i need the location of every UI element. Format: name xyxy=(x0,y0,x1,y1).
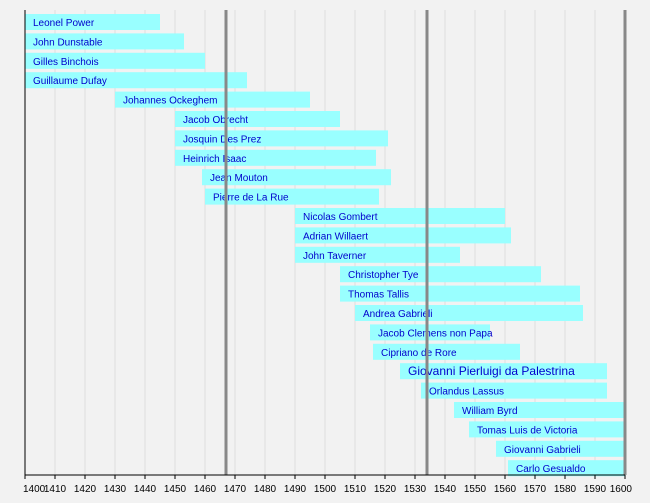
bar-carlo-gesualdo xyxy=(508,460,625,477)
bar-josquin-des-prez xyxy=(175,130,388,147)
bar-john-dunstable xyxy=(25,33,184,50)
bar-nicolas-gombert xyxy=(295,208,505,224)
bar-christopher-tye xyxy=(340,266,541,283)
bar-label-heinrich-isaac: Heinrich Isaac xyxy=(183,154,246,165)
x-tick-label-1430: 1430 xyxy=(104,484,127,495)
bar-adrian-willaert xyxy=(295,227,511,244)
bar-label-giovanni-pierluigi-da-palestrina: Giovanni Pierluigi da Palestrina xyxy=(408,364,575,378)
x-tick-label-1570: 1570 xyxy=(524,484,547,495)
x-tick-label-1590: 1590 xyxy=(584,484,607,495)
x-tick-label-1600: 1600 xyxy=(610,484,633,495)
x-tick-label-1490: 1490 xyxy=(284,484,307,495)
x-tick-label-1500: 1500 xyxy=(314,484,337,495)
bar-giovanni-gabrieli xyxy=(496,440,625,457)
x-tick-label-1450: 1450 xyxy=(164,484,187,495)
bar-label-carlo-gesualdo: Carlo Gesualdo xyxy=(516,464,586,475)
bar-johannes-ockeghem xyxy=(115,91,310,108)
x-tick-label-1440: 1440 xyxy=(134,484,157,495)
bar-label-thomas-tallis: Thomas Tallis xyxy=(348,290,409,301)
bar-label-christopher-tye: Christopher Tye xyxy=(348,270,419,281)
bar-label-jean-mouton: Jean Mouton xyxy=(210,173,268,184)
x-tick-label-1460: 1460 xyxy=(194,484,217,495)
bar-label-john-taverner: John Taverner xyxy=(303,251,367,262)
x-tick-label-1420: 1420 xyxy=(74,484,97,495)
x-tick-label-1580: 1580 xyxy=(554,484,577,495)
bar-label-nicolas-gombert: Nicolas Gombert xyxy=(303,212,378,223)
x-tick-label-1560: 1560 xyxy=(494,484,517,495)
bar-john-taverner xyxy=(295,246,460,263)
bar-leonel-power xyxy=(25,14,160,30)
bar-giovanni-pierluigi-da-palestrina xyxy=(400,363,607,380)
bar-label-jacob-obrecht: Jacob Obrecht xyxy=(183,115,248,126)
bar-pierre-de-la-rue xyxy=(205,188,379,205)
era-markers xyxy=(224,10,627,475)
bar-tomas-luis-de-victoria xyxy=(469,421,625,438)
bar-label-adrian-willaert: Adrian Willaert xyxy=(303,231,368,242)
bar-jacob-obrecht xyxy=(175,111,340,127)
bar-label-josquin-des-prez: Josquin Des Prez xyxy=(183,134,261,145)
bar-label-giovanni-gabrieli: Giovanni Gabrieli xyxy=(504,445,581,456)
bar-label-gilles-binchois: Gilles Binchois xyxy=(33,57,99,68)
bar-andrea-gabrieli xyxy=(355,305,583,321)
x-tick-label-1540: 1540 xyxy=(434,484,457,495)
bar-william-byrd xyxy=(454,402,625,418)
bar-thomas-tallis xyxy=(340,285,580,302)
x-tick-label-1470: 1470 xyxy=(224,484,247,495)
bar-jean-mouton xyxy=(202,169,391,186)
bar-label-guillaume-dufay: Guillaume Dufay xyxy=(33,76,107,87)
x-tick-label-1520: 1520 xyxy=(374,484,397,495)
x-tick-label-1400: 1400 xyxy=(23,484,46,495)
bar-jacob-clemens-non-papa xyxy=(370,324,490,341)
bar-label-leonel-power: Leonel Power xyxy=(33,18,95,29)
bar-label-pierre-de-la-rue: Pierre de La Rue xyxy=(213,193,289,204)
bar-label-johannes-ockeghem: Johannes Ockeghem xyxy=(123,96,218,107)
x-tick-label-1410: 1410 xyxy=(44,484,67,495)
bar-gilles-binchois xyxy=(25,52,205,69)
bar-label-andrea-gabrieli: Andrea Gabrieli xyxy=(363,309,432,320)
bar-label-john-dunstable: John Dunstable xyxy=(33,37,103,48)
bar-label-cipriano-de-rore: Cipriano de Rore xyxy=(381,348,457,359)
x-tick-label-1510: 1510 xyxy=(344,484,367,495)
bar-label-tomas-luis-de-victoria: Tomas Luis de Victoria xyxy=(477,425,578,436)
bar-guillaume-dufay xyxy=(25,72,247,89)
bars: Leonel Power John Dunstable Gilles Binchoi… xyxy=(25,14,625,477)
bar-orlandus-lassus xyxy=(421,382,607,399)
bar-label-jacob-clemens-non-papa: Jacob Clemens non Papa xyxy=(378,328,493,339)
bar-cipriano-de-rore xyxy=(373,343,520,360)
bar-label-orlandus-lassus: Orlandus Lassus xyxy=(429,387,504,398)
x-tick-label-1550: 1550 xyxy=(464,484,487,495)
x-tick-label-1480: 1480 xyxy=(254,484,277,495)
bar-label-william-byrd: William Byrd xyxy=(462,406,518,417)
x-tick-label-1530: 1530 xyxy=(404,484,427,495)
